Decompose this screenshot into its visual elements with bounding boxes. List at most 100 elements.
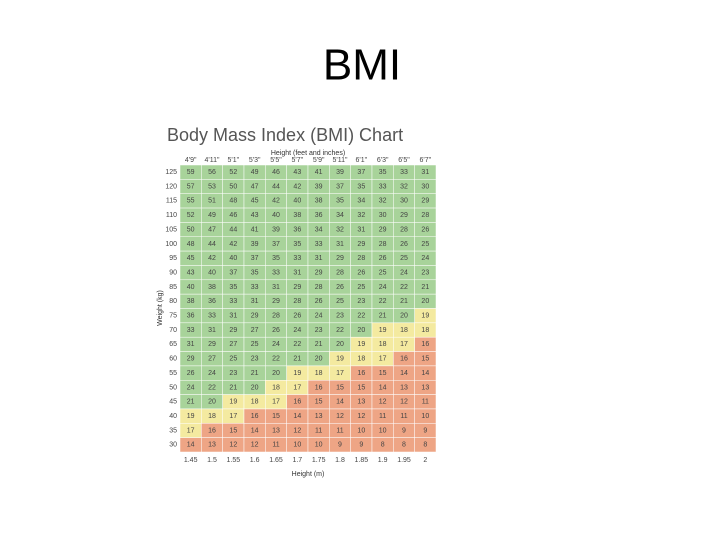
height-ft-label: 6'1" [356, 157, 368, 164]
bmi-value: 38 [315, 198, 323, 205]
weight-kg-label: 80 [169, 298, 177, 305]
bmi-value: 35 [336, 198, 344, 205]
bmi-value: 25 [379, 269, 387, 276]
bmi-value: 24 [187, 384, 195, 391]
height-m-label: 1.55 [227, 457, 241, 464]
bmi-value: 9 [338, 442, 342, 449]
bmi-value: 36 [187, 313, 195, 320]
bmi-value: 14 [293, 413, 301, 420]
bmi-value: 29 [293, 284, 301, 291]
weight-kg-label: 90 [169, 269, 177, 276]
bmi-value: 21 [315, 341, 323, 348]
bmi-value: 49 [251, 169, 259, 176]
bmi-value: 12 [229, 442, 237, 449]
bmi-value: 31 [315, 255, 323, 262]
bmi-value: 37 [357, 169, 365, 176]
bmi-value: 28 [315, 284, 323, 291]
bmi-value: 20 [400, 313, 408, 320]
bmi-value: 31 [357, 226, 365, 233]
bmi-value: 41 [315, 169, 323, 176]
bmi-value: 12 [251, 442, 259, 449]
height-m-label: 1.85 [355, 457, 369, 464]
height-ft-label: 5'9" [313, 157, 325, 164]
bmi-value: 31 [229, 313, 237, 320]
bmi-value: 38 [208, 284, 216, 291]
bmi-value: 31 [208, 327, 216, 334]
bmi-value: 37 [251, 255, 259, 262]
bmi-value: 10 [357, 427, 365, 434]
bmi-value: 10 [421, 413, 429, 420]
bmi-value: 39 [272, 226, 280, 233]
bmi-value: 16 [400, 356, 408, 363]
bmi-value: 15 [357, 384, 365, 391]
bmi-value: 50 [229, 183, 237, 190]
bmi-value: 24 [272, 341, 280, 348]
bmi-value: 19 [336, 356, 344, 363]
bmi-value: 31 [187, 341, 195, 348]
bmi-value: 43 [251, 212, 259, 219]
height-m-label: 1.7 [292, 457, 302, 464]
bmi-value: 26 [272, 327, 280, 334]
height-ft-label: 5'3" [249, 157, 261, 164]
bmi-value: 20 [357, 327, 365, 334]
bmi-value: 17 [336, 370, 344, 377]
weight-kg-label: 120 [165, 183, 177, 190]
bmi-value: 19 [421, 313, 429, 320]
bmi-value: 22 [293, 341, 301, 348]
bmi-value: 44 [229, 226, 237, 233]
bmi-value: 13 [421, 384, 429, 391]
weight-kg-label: 95 [169, 255, 177, 262]
bmi-value: 11 [315, 427, 322, 434]
bmi-value: 26 [336, 284, 344, 291]
bmi-value: 36 [293, 226, 301, 233]
bmi-value: 22 [357, 313, 365, 320]
weight-kg-label: 65 [169, 341, 177, 348]
bmi-value: 33 [208, 313, 216, 320]
bmi-value: 10 [293, 442, 301, 449]
bmi-value: 48 [187, 241, 195, 248]
bmi-value: 35 [379, 169, 387, 176]
bmi-value: 40 [272, 212, 280, 219]
bmi-value: 43 [187, 269, 195, 276]
bmi-value: 16 [208, 427, 216, 434]
weight-kg-label: 30 [169, 442, 177, 449]
bmi-value: 39 [315, 183, 323, 190]
height-ft-label: 5'7" [292, 157, 304, 164]
bmi-value: 47 [208, 226, 216, 233]
bmi-value: 23 [336, 313, 344, 320]
bmi-value: 26 [400, 241, 408, 248]
bmi-value: 16 [251, 413, 259, 420]
bmi-value: 8 [423, 442, 427, 449]
bmi-value: 40 [208, 269, 216, 276]
bmi-value: 22 [272, 356, 280, 363]
bmi-value: 26 [187, 370, 195, 377]
bmi-value: 39 [336, 169, 344, 176]
bmi-value: 40 [293, 198, 301, 205]
bmi-value: 38 [293, 212, 301, 219]
bmi-value: 27 [251, 327, 259, 334]
bmi-value: 17 [187, 427, 195, 434]
bmi-value: 41 [251, 226, 259, 233]
weight-kg-label: 40 [169, 413, 177, 420]
bmi-value: 43 [293, 169, 301, 176]
bmi-value: 33 [400, 169, 408, 176]
bmi-value: 18 [315, 370, 323, 377]
weight-kg-label: 70 [169, 327, 177, 334]
bmi-value: 26 [293, 313, 301, 320]
bmi-value: 18 [251, 399, 259, 406]
bmi-value: 27 [208, 356, 216, 363]
bmi-value: 20 [421, 298, 429, 305]
bmi-value: 26 [379, 255, 387, 262]
bmi-value: 20 [208, 399, 216, 406]
weight-kg-label: 55 [169, 370, 177, 377]
height-m-label: 1.65 [269, 457, 283, 464]
height-m-label: 1.45 [184, 457, 198, 464]
bmi-value: 45 [251, 198, 259, 205]
bmi-value: 29 [187, 356, 195, 363]
bmi-value: 42 [208, 255, 216, 262]
bmi-value: 33 [229, 298, 237, 305]
bmi-value: 36 [208, 298, 216, 305]
bmi-value: 29 [208, 341, 216, 348]
bmi-value: 15 [272, 413, 280, 420]
bmi-value: 28 [400, 226, 408, 233]
